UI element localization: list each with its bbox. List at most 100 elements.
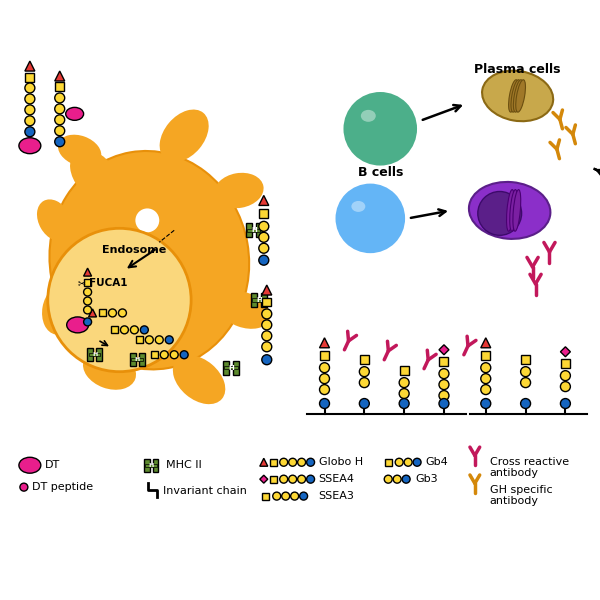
Circle shape [478, 191, 521, 235]
Polygon shape [89, 309, 97, 317]
Circle shape [273, 492, 281, 500]
Text: H: H [135, 357, 140, 362]
Bar [521, 355, 530, 364]
Text: Gb3: Gb3 [415, 474, 438, 484]
Ellipse shape [482, 71, 553, 121]
Bar [385, 459, 392, 466]
Bar [270, 476, 277, 482]
Circle shape [136, 208, 159, 232]
Bar [252, 298, 265, 302]
Circle shape [399, 389, 409, 398]
Text: Cross reactive: Cross reactive [490, 457, 569, 467]
Polygon shape [262, 285, 272, 295]
Circle shape [320, 374, 329, 383]
Bar [360, 355, 369, 364]
Ellipse shape [361, 110, 376, 122]
Circle shape [298, 475, 305, 483]
Ellipse shape [514, 80, 523, 112]
Text: H: H [251, 227, 257, 233]
Circle shape [481, 363, 491, 373]
Bar [262, 298, 271, 307]
Bar [89, 353, 100, 356]
Circle shape [298, 458, 305, 466]
Circle shape [83, 297, 92, 305]
Circle shape [481, 385, 491, 395]
Circle shape [521, 367, 530, 377]
Circle shape [393, 475, 401, 483]
Bar [439, 357, 448, 366]
Polygon shape [439, 345, 449, 355]
Circle shape [282, 492, 290, 500]
Polygon shape [259, 196, 269, 205]
Circle shape [145, 336, 153, 344]
Text: antibody: antibody [490, 468, 539, 478]
Circle shape [299, 492, 308, 500]
Bar [223, 361, 229, 374]
Circle shape [160, 351, 168, 359]
Circle shape [289, 458, 296, 466]
Circle shape [25, 127, 35, 137]
Circle shape [259, 232, 269, 242]
Circle shape [25, 105, 35, 115]
Circle shape [262, 342, 272, 352]
Bar [145, 464, 157, 467]
Circle shape [334, 182, 406, 254]
Text: DT: DT [45, 460, 60, 470]
Ellipse shape [510, 190, 518, 231]
Circle shape [439, 398, 449, 409]
Circle shape [399, 398, 409, 409]
Circle shape [121, 326, 128, 334]
Ellipse shape [506, 190, 514, 231]
Ellipse shape [67, 317, 89, 333]
Circle shape [280, 458, 287, 466]
Ellipse shape [19, 457, 41, 473]
Circle shape [481, 374, 491, 383]
Circle shape [262, 309, 272, 319]
Circle shape [25, 116, 35, 126]
Circle shape [280, 475, 287, 483]
Circle shape [402, 475, 410, 483]
Text: Gb4: Gb4 [425, 457, 448, 467]
Circle shape [320, 398, 329, 409]
Text: H: H [149, 463, 154, 468]
Circle shape [560, 371, 571, 380]
Bar [131, 358, 143, 361]
Circle shape [320, 385, 329, 395]
Bar [84, 278, 91, 286]
Circle shape [262, 355, 272, 365]
Bar [400, 366, 409, 375]
Circle shape [289, 475, 296, 483]
Text: GH specific: GH specific [490, 485, 553, 495]
Bar [111, 326, 118, 334]
Circle shape [439, 380, 449, 389]
Bar [130, 353, 136, 366]
Ellipse shape [49, 151, 249, 370]
Ellipse shape [513, 190, 521, 231]
Text: SSEA3: SSEA3 [319, 491, 355, 501]
Circle shape [109, 309, 116, 317]
Bar [561, 359, 570, 368]
Polygon shape [260, 458, 268, 466]
Ellipse shape [42, 285, 77, 335]
Circle shape [140, 326, 148, 334]
Polygon shape [320, 338, 329, 348]
Ellipse shape [509, 80, 518, 112]
Bar [259, 209, 268, 218]
Ellipse shape [160, 110, 209, 162]
Text: ✂: ✂ [77, 278, 86, 288]
Circle shape [55, 126, 65, 136]
Circle shape [55, 115, 65, 125]
Polygon shape [260, 475, 268, 483]
Circle shape [55, 104, 65, 114]
Text: MHC II: MHC II [166, 460, 202, 470]
Ellipse shape [70, 149, 119, 202]
Circle shape [55, 93, 65, 103]
Bar [139, 353, 145, 366]
Bar [224, 366, 238, 370]
Ellipse shape [214, 173, 263, 208]
Circle shape [262, 320, 272, 330]
Polygon shape [481, 338, 491, 348]
Circle shape [359, 398, 370, 409]
Circle shape [481, 398, 491, 409]
Bar [136, 337, 143, 343]
